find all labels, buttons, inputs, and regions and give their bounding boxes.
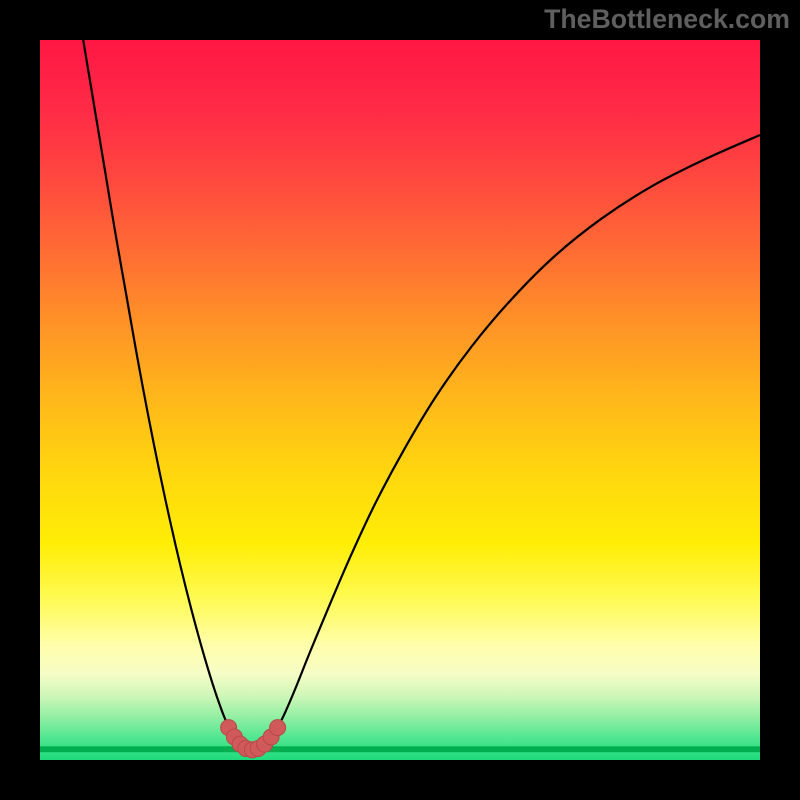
marker-dot bbox=[270, 720, 286, 736]
plot-area bbox=[40, 40, 760, 760]
watermark-text: TheBottleneck.com bbox=[544, 4, 790, 35]
chart-svg bbox=[40, 40, 760, 760]
gradient-background bbox=[40, 40, 760, 760]
chart-frame: TheBottleneck.com bbox=[0, 0, 800, 800]
